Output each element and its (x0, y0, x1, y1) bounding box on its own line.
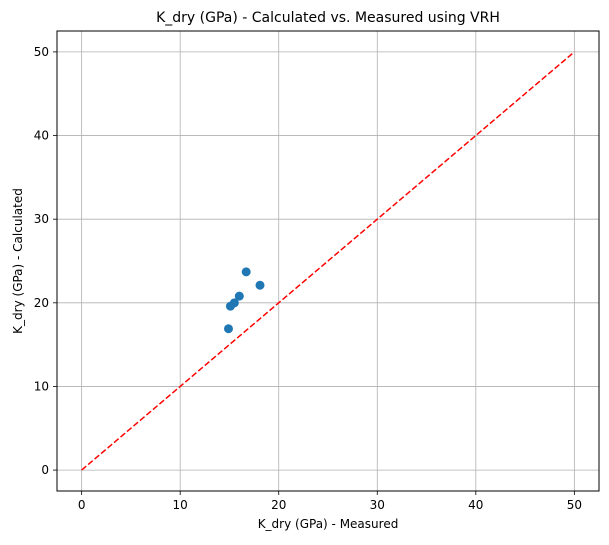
x-tick-label: 30 (370, 498, 385, 512)
y-axis-ticks: 0 10 20 30 40 50 (34, 45, 57, 477)
y-axis-label: K_dry (GPa) - Calculated (11, 188, 25, 334)
data-point (255, 280, 265, 290)
data-point (241, 267, 251, 277)
data-points (223, 267, 265, 334)
grid (57, 31, 599, 491)
data-point (234, 291, 244, 301)
x-axis-label: K_dry (GPa) - Measured (258, 517, 399, 531)
x-tick-label: 40 (468, 498, 483, 512)
x-tick-label: 0 (78, 498, 86, 512)
reference-line-group (81, 51, 575, 471)
x-tick-label: 50 (567, 498, 582, 512)
y-tick-label: 30 (34, 212, 49, 226)
y-tick-label: 40 (34, 129, 49, 143)
y-tick-label: 20 (34, 296, 49, 310)
reference-line (81, 51, 575, 471)
y-tick-label: 10 (34, 379, 49, 393)
x-tick-label: 10 (173, 498, 188, 512)
y-tick-label: 0 (41, 463, 49, 477)
plot-frame (56, 30, 600, 492)
chart-title: K_dry (GPa) - Calculated vs. Measured us… (156, 10, 500, 26)
x-tick-label: 20 (271, 498, 286, 512)
x-axis-ticks: 0 10 20 30 40 50 (78, 491, 582, 512)
data-point (223, 324, 233, 334)
y-tick-label: 50 (34, 45, 49, 59)
data-point (229, 298, 239, 308)
